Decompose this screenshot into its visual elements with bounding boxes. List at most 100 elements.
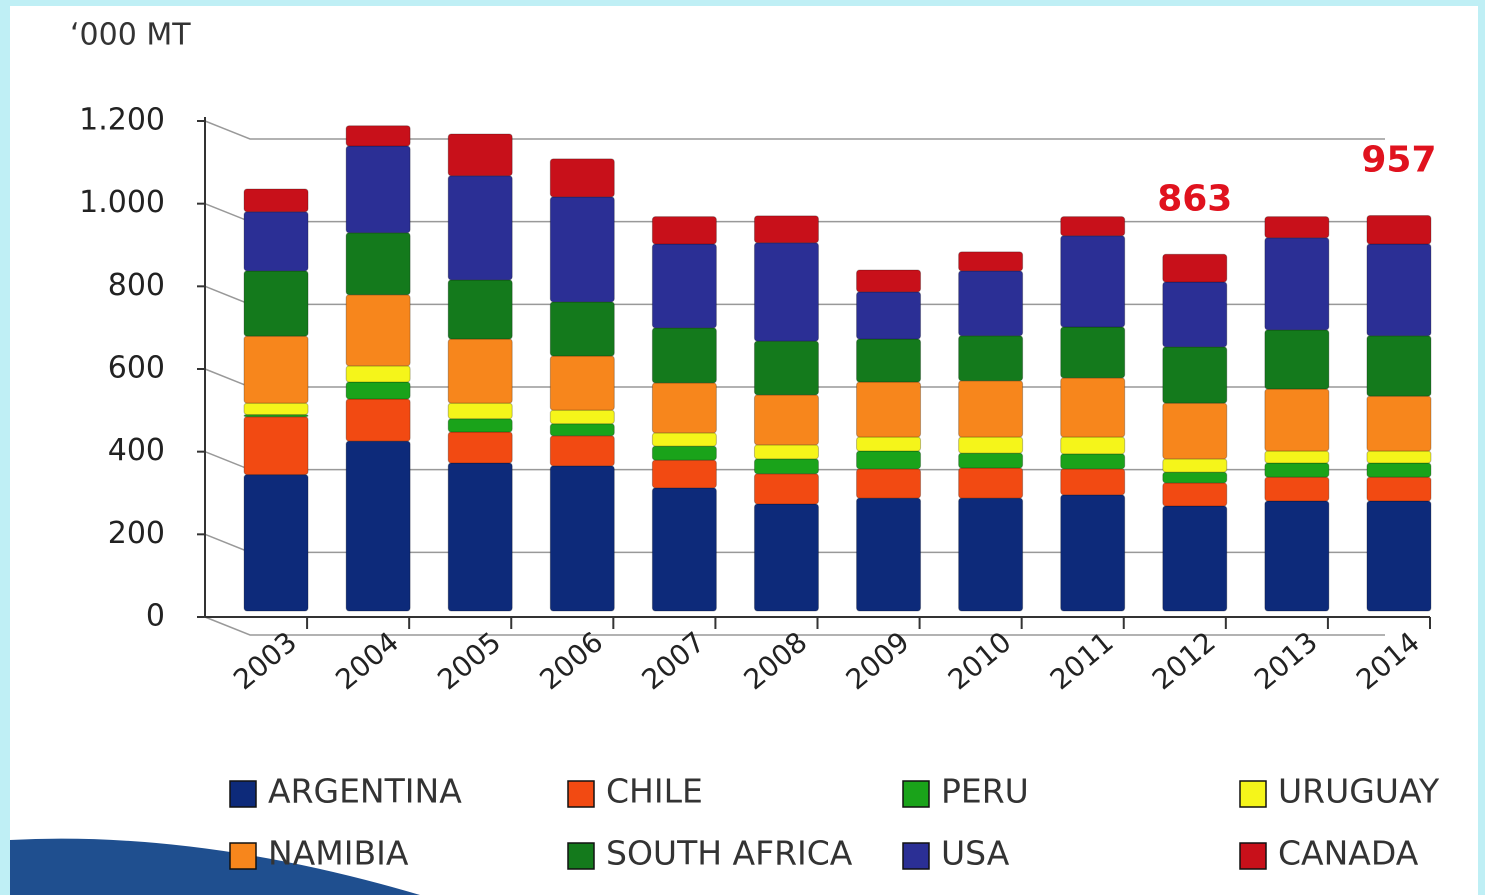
bar-segment xyxy=(753,503,819,612)
y-tick-label: 200 xyxy=(108,516,165,551)
bar-segment xyxy=(958,452,1024,469)
y-tick-label: 0 xyxy=(146,599,165,634)
bar-segment xyxy=(1060,436,1126,455)
bar-segment xyxy=(1264,476,1330,502)
bar-segment xyxy=(856,338,922,383)
legend-label: ARGENTINA xyxy=(268,772,462,811)
bar-segment xyxy=(1162,346,1228,404)
bar-segment xyxy=(549,355,615,411)
bar-segment xyxy=(856,436,922,452)
bar-segment xyxy=(1366,476,1432,502)
bar-segment xyxy=(549,409,615,425)
bar-segment xyxy=(345,398,411,442)
x-tick-label: 2011 xyxy=(1044,625,1120,696)
bar-segment xyxy=(856,468,922,499)
unit-label: ‘000 MT xyxy=(70,18,191,53)
bar-segment xyxy=(447,338,513,404)
x-tick-label: 2009 xyxy=(840,625,916,696)
bar-segment xyxy=(651,445,717,461)
y-tick-label: 400 xyxy=(108,433,165,468)
bar-segment xyxy=(651,459,717,489)
bar-segment xyxy=(447,462,513,612)
bar-segment xyxy=(1366,450,1432,464)
bar-segment xyxy=(345,232,411,296)
x-tick-label: 2008 xyxy=(738,625,814,696)
bar-segment xyxy=(753,340,819,396)
y-tick-label: 600 xyxy=(108,351,165,386)
bar-segment xyxy=(651,216,717,245)
y-tick-label: 1.200 xyxy=(79,103,165,138)
bar-segment xyxy=(753,473,819,505)
legend-swatch xyxy=(902,780,930,808)
bar-segment xyxy=(856,381,922,438)
bar-segment xyxy=(856,450,922,470)
bar-segment xyxy=(1060,235,1126,328)
bar-segment xyxy=(549,196,615,303)
grid-line xyxy=(204,120,1385,140)
bar-segment xyxy=(753,458,819,475)
bar-segment xyxy=(753,242,819,342)
y-tick-label: 1.000 xyxy=(79,185,165,220)
bar-segment xyxy=(243,416,309,476)
bar-segment xyxy=(243,474,309,612)
bar-segment xyxy=(1162,402,1228,460)
x-tick-label: 2006 xyxy=(533,625,609,696)
bar-segment xyxy=(958,380,1024,438)
bar-segment xyxy=(651,487,717,612)
bar-segment xyxy=(958,335,1024,382)
bar-segment xyxy=(447,175,513,281)
bar-segment xyxy=(345,125,411,147)
bar-segment xyxy=(1060,494,1126,612)
total-label: 957 xyxy=(1361,139,1436,180)
bar-segment xyxy=(1366,462,1432,478)
legend-label: URUGUAY xyxy=(1278,772,1440,811)
legend-swatch xyxy=(902,842,930,870)
bar-segment xyxy=(958,251,1024,272)
legend-swatch xyxy=(229,780,257,808)
frame-top xyxy=(0,0,1485,6)
bar-segment xyxy=(753,394,819,446)
y-tick-label: 800 xyxy=(108,268,165,303)
bar-segment xyxy=(345,440,411,612)
bar-segment xyxy=(549,435,615,467)
bar-segment xyxy=(549,465,615,612)
bar-segment xyxy=(1264,237,1330,331)
bar-segment xyxy=(856,291,922,340)
bar-segment xyxy=(549,301,615,357)
bar-segment xyxy=(958,436,1024,454)
bar-segment xyxy=(243,270,309,337)
bar-segment xyxy=(1366,395,1432,452)
bar-segment xyxy=(447,431,513,464)
bar-segment xyxy=(243,188,309,213)
bar-segment xyxy=(1366,500,1432,612)
bar-segment xyxy=(856,497,922,612)
bar-segment xyxy=(243,211,309,272)
bar-segment xyxy=(1162,471,1228,484)
bar-segment xyxy=(753,444,819,460)
bar-segment xyxy=(447,133,513,177)
bar-segment xyxy=(345,145,411,234)
bar-segment xyxy=(345,294,411,367)
legend-swatch xyxy=(229,842,257,870)
bar-segment xyxy=(447,279,513,340)
bar-segment xyxy=(856,269,922,293)
frame-right xyxy=(1478,0,1485,895)
legend-swatch xyxy=(1239,780,1267,808)
bar-segment xyxy=(1162,482,1228,507)
x-tick-label: 2007 xyxy=(636,625,712,696)
frame-left xyxy=(0,0,10,895)
bar-segment xyxy=(651,382,717,434)
bar-segment xyxy=(1366,214,1432,245)
bar-segment xyxy=(651,243,717,329)
bar-segment xyxy=(1060,326,1126,379)
bar-segment xyxy=(1162,505,1228,612)
decor-wave xyxy=(10,838,420,895)
x-tick-label: 2004 xyxy=(329,625,405,696)
x-tick-label: 2014 xyxy=(1350,625,1426,696)
bar-segment xyxy=(1264,500,1330,612)
bar-segment xyxy=(243,402,309,416)
bar-segment xyxy=(1264,216,1330,239)
x-tick-label: 2010 xyxy=(942,625,1018,696)
bar-segment xyxy=(651,327,717,384)
bar-segment xyxy=(1162,458,1228,473)
